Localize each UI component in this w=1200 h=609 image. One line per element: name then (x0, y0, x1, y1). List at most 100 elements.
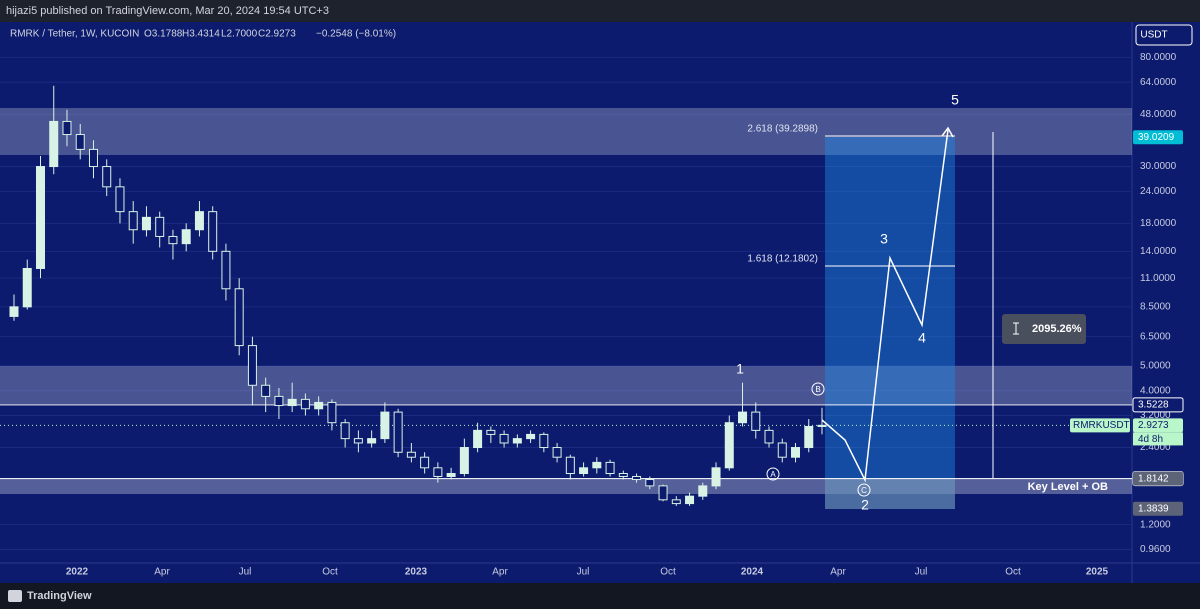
candle-body (605, 461, 615, 475)
candle-body (314, 401, 324, 410)
wave-path (821, 129, 949, 483)
time-label: 2023 (405, 567, 428, 578)
price-tick-label: 6.5000 (1140, 331, 1171, 342)
symbol: RMRK / Tether, 1W, KUCOIN (10, 29, 139, 40)
currency[interactable]: USDT (1140, 30, 1167, 41)
grid (0, 56, 1132, 550)
wave-label: C (861, 486, 867, 495)
candle-body (181, 229, 191, 245)
candle-body (75, 134, 85, 150)
supply-zone (0, 108, 1132, 155)
ohlc: C2.9273 (258, 29, 296, 40)
candle-body (155, 216, 165, 237)
candle-body (579, 467, 589, 475)
price-label-box (1133, 418, 1183, 433)
candle-body (804, 425, 814, 449)
price-tick-label: 4.0000 (1140, 385, 1171, 396)
candle-body (777, 442, 787, 458)
candle-body (764, 429, 774, 444)
candle-body (751, 411, 761, 431)
candle-body (711, 467, 721, 487)
candle-body (791, 447, 801, 458)
header-bar (0, 0, 1200, 22)
candle-body (353, 438, 363, 444)
change: −0.2548 (−8.01%) (316, 29, 396, 40)
candle-body (565, 456, 575, 475)
candle-body (128, 211, 138, 231)
symbol-tag: RMRKUSDT (1073, 420, 1130, 431)
candle-body (817, 424, 827, 427)
candle-body (234, 288, 244, 347)
key-level-zone (0, 478, 1132, 494)
candle-body (393, 411, 403, 453)
candle-body (168, 235, 178, 245)
candle-body (618, 473, 628, 477)
price-label: 39.0209 (1138, 132, 1175, 143)
candle-body (473, 429, 483, 449)
candle-body (539, 433, 549, 449)
time-label: Jul (915, 567, 928, 578)
price-label: 3.5228 (1138, 399, 1169, 410)
candle-body (141, 216, 151, 231)
candle-body (88, 148, 98, 168)
candle-body (380, 411, 390, 440)
candle-body (698, 485, 708, 497)
price-label: 1.8142 (1138, 473, 1169, 484)
price-tick-label: 24.0000 (1140, 186, 1177, 197)
candle-body (115, 186, 125, 213)
price-tick-label: 8.5000 (1140, 301, 1171, 312)
candle-body (49, 120, 59, 168)
candle-body (247, 345, 257, 386)
footer-bar (0, 583, 1200, 609)
candle-body (645, 479, 655, 487)
ohlc: L2.7000 (221, 29, 258, 40)
currency-button[interactable] (1135, 24, 1193, 46)
price-tick-label: 14.0000 (1140, 246, 1177, 257)
candle-body (300, 398, 310, 410)
price-tick-label: 11.0000 (1140, 273, 1176, 284)
wave-label: 3 (880, 231, 888, 247)
candle-body (194, 211, 204, 231)
candle-body (420, 456, 430, 469)
time-label: Oct (322, 567, 338, 578)
fib-label: 2.618 (39.2898) (747, 124, 818, 135)
candle-body (340, 422, 350, 440)
measure-box (1002, 314, 1086, 344)
countdown-box (1133, 432, 1183, 446)
price-tick-label: 1.2000 (1140, 519, 1171, 530)
time-label: 2024 (741, 567, 764, 578)
candle-body (526, 433, 536, 440)
price-tick-label: 64.0000 (1140, 77, 1177, 88)
key-level-label: Key Level + OB (1028, 481, 1108, 493)
time-label: Apr (492, 567, 508, 578)
price-tick-label: 5.0000 (1140, 361, 1171, 372)
candle-body (671, 499, 681, 505)
chart-bg (0, 22, 1200, 583)
price-tick-label: 0.9600 (1140, 544, 1171, 555)
wave-label: A (770, 470, 776, 479)
candle-body (221, 250, 231, 290)
candle-body (208, 211, 218, 252)
candle-body (35, 166, 45, 269)
stop-box (825, 478, 955, 509)
fib-label: 1.618 (12.1802) (747, 254, 818, 265)
symbol-tag-box (1070, 418, 1130, 433)
resistance-zone (0, 366, 1132, 404)
wave-label: 1 (736, 361, 744, 377)
candle-body (658, 485, 668, 501)
candle-body (367, 438, 377, 444)
candle-body (632, 475, 642, 481)
candle-body (486, 429, 496, 435)
candle-body (552, 447, 562, 458)
time-label: 2025 (1086, 567, 1109, 578)
price-tick-label: 18.0000 (1140, 218, 1177, 229)
wave-label: 4 (918, 330, 926, 346)
time-label: Apr (154, 567, 170, 578)
levels (0, 404, 1132, 480)
candle-body (592, 461, 602, 469)
time-label: Oct (1005, 567, 1021, 578)
price-label-box (1133, 130, 1183, 145)
wave-label: 5 (951, 92, 959, 108)
